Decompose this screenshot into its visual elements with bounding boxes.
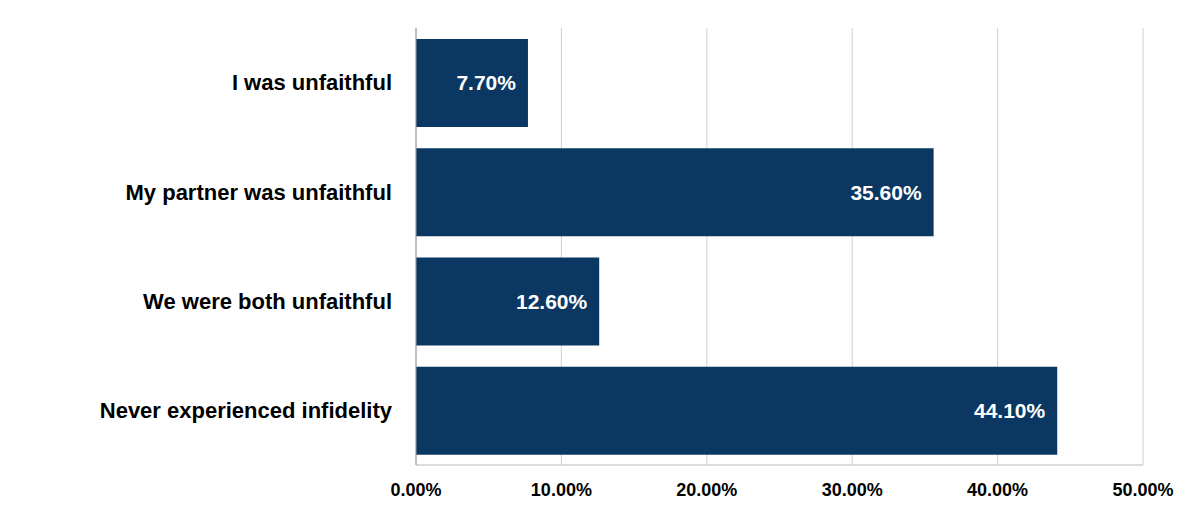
- svg-text:20.00%: 20.00%: [676, 480, 737, 500]
- svg-text:Never experienced infidelity: Never experienced infidelity: [100, 398, 393, 423]
- svg-text:I was unfaithful: I was unfaithful: [232, 70, 392, 95]
- svg-text:35.60%: 35.60%: [850, 181, 922, 204]
- svg-text:40.00%: 40.00%: [967, 480, 1028, 500]
- svg-text:7.70%: 7.70%: [456, 71, 516, 94]
- svg-text:10.00%: 10.00%: [531, 480, 592, 500]
- svg-text:0.00%: 0.00%: [390, 480, 441, 500]
- svg-text:44.10%: 44.10%: [974, 399, 1046, 422]
- svg-text:50.00%: 50.00%: [1112, 480, 1173, 500]
- svg-text:My partner was unfaithful: My partner was unfaithful: [126, 180, 392, 205]
- svg-text:30.00%: 30.00%: [822, 480, 883, 500]
- svg-text:We were both unfaithful: We were both unfaithful: [143, 289, 392, 314]
- svg-text:12.60%: 12.60%: [516, 290, 588, 313]
